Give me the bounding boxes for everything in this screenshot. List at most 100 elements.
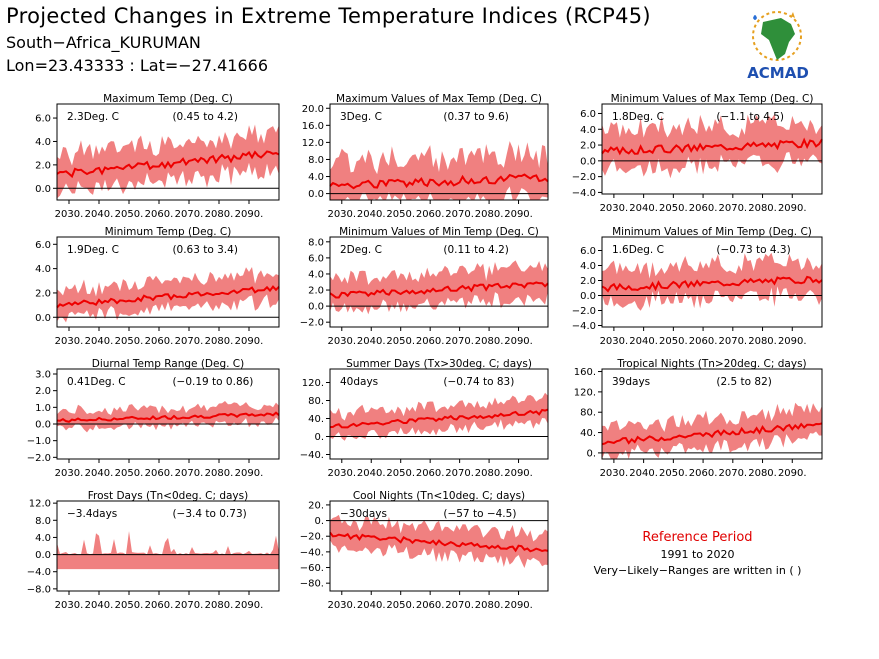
range-label: (−3.4 to 0.73) [172,508,246,520]
x-tick-label: 2050. [386,600,415,611]
x-tick-label: 2040. [629,203,658,214]
mean-line [329,281,549,299]
y-tick-label: −2.0 [572,306,596,317]
y-tick-label: 6.0 [35,114,51,125]
africa-logo-icon: ACMAD [747,11,809,82]
mean-label: −30days [340,508,387,520]
x-tick-label: 2030. [327,600,356,611]
panel-title: Minimum Temp (Deg. C) [105,226,232,238]
x-tick-label: 2040. [357,336,386,347]
x-tick-label: 2070. [175,336,204,347]
range-label: (0.63 to 3.4) [172,244,238,256]
range-band [57,401,279,433]
y-tick-label: 1.0 [35,403,51,414]
y-tick-label: 4.0 [308,269,324,280]
x-tick-label: 2050. [659,468,688,479]
mean-line [329,408,549,429]
x-tick-label: 2030. [55,336,84,347]
y-tick-label: 40. [580,428,596,439]
x-tick-label: 2040. [357,600,386,611]
x-tick-label: 2060. [145,209,174,220]
plot-frame [56,500,280,592]
x-tick-label: 2090. [504,468,533,479]
y-tick-label: −80. [300,579,324,590]
location-label: South−Africa_KURUMAN [6,33,201,52]
y-tick-label: −8.0 [27,584,51,595]
chart-panel-p2: 0.0 4.0 8.0 12.0 16.0 20.0 2030. 2040. 2050. 2060… [302,93,549,220]
mean-line [329,531,549,553]
y-tick-label: 6.0 [580,246,596,257]
plot-frame [601,236,823,328]
x-tick-label: 2080. [475,336,504,347]
plot-frame [56,236,280,328]
x-tick-label: 2040. [85,600,114,611]
chart-panel-p8: −40. 0. 40. 80. 120. 2030. 2040. 2050. 2060. 2070… [300,358,549,479]
y-tick-label: 80. [308,396,324,407]
x-tick-label: 2050. [386,336,415,347]
x-tick-label: 2040. [629,468,658,479]
range-label: (0.45 to 4.2) [172,111,238,123]
y-tick-label: 120. [574,387,596,398]
y-tick-label: 2.0 [35,386,51,397]
y-tick-label: 0.0 [35,184,51,195]
x-tick-label: 2050. [386,468,415,479]
reference-title: Reference Period [642,530,753,545]
mean-label: 3Deg. C [340,111,382,123]
plot-frame [329,103,549,201]
range-label: (2.5 to 82) [716,376,771,388]
x-tick-label: 2060. [145,600,174,611]
x-tick-label: 2030. [55,468,84,479]
x-tick-label: 2070. [445,209,474,220]
y-tick-label: 4.0 [580,261,596,272]
y-tick-label: 4.0 [35,264,51,275]
y-tick-label: 2.0 [35,160,51,171]
x-tick-label: 2050. [115,336,144,347]
x-tick-label: 2030. [327,468,356,479]
y-tick-label: 20. [308,500,324,511]
panel-title: Maximum Temp (Deg. C) [103,93,233,105]
x-tick-label: 2070. [718,468,747,479]
y-tick-label: 80. [580,408,596,419]
mean-label: 1.8Deg. C [612,111,664,123]
chart-panel-p6: −4.0 −2.0 0.0 2.0 4.0 6.0 2030. 2040. 2050. 2060.… [572,226,823,347]
plot-frame [329,236,549,328]
range-label: (0.37 to 9.6) [443,111,509,123]
x-tick-label: 2090. [504,600,533,611]
y-tick-label: −1.0 [27,436,51,447]
x-tick-label: 2090. [235,209,264,220]
y-tick-label: 0. [314,432,324,443]
y-tick-label: 4.0 [308,172,324,183]
x-tick-label: 2060. [416,600,445,611]
mean-line [56,150,280,179]
x-tick-label: 2040. [85,468,114,479]
x-tick-label: 2080. [205,336,234,347]
reference-note: Very−Likely−Ranges are written in ( ) [593,564,802,577]
mean-label: 40days [340,376,378,388]
mean-label: 1.6Deg. C [612,244,664,256]
x-tick-label: 2060. [145,336,174,347]
y-tick-label: −40. [300,547,324,558]
y-tick-label: 2.0 [35,288,51,299]
y-tick-label: 6.0 [35,240,51,251]
logo-text: ACMAD [747,64,809,82]
x-tick-label: 2030. [327,336,356,347]
y-tick-label: 2.0 [580,141,596,152]
y-tick-label: 8.0 [308,155,324,166]
x-tick-label: 2060. [416,468,445,479]
x-tick-label: 2030. [55,209,84,220]
y-tick-label: 0.0 [580,291,596,302]
plot-frame [329,500,549,592]
frost-band [57,554,279,570]
y-tick-label: −40. [300,450,324,461]
x-tick-label: 2030. [327,209,356,220]
mean-label: 2Deg. C [340,244,382,256]
x-tick-label: 2090. [235,336,264,347]
panel-title: Maximum Values of Max Temp (Deg. C) [336,93,542,105]
y-tick-label: 6.0 [308,253,324,264]
mean-line [56,285,280,309]
range-label: (−1.1 to 4.5) [716,111,784,123]
chart-panel-p4: 0.0 2.0 4.0 6.0 2030. 2040. 2050. 2060. 2070. 208… [35,226,280,347]
panel-title: Summer Days (Tx>30deg. C; days) [346,358,532,370]
x-tick-label: 2050. [659,336,688,347]
